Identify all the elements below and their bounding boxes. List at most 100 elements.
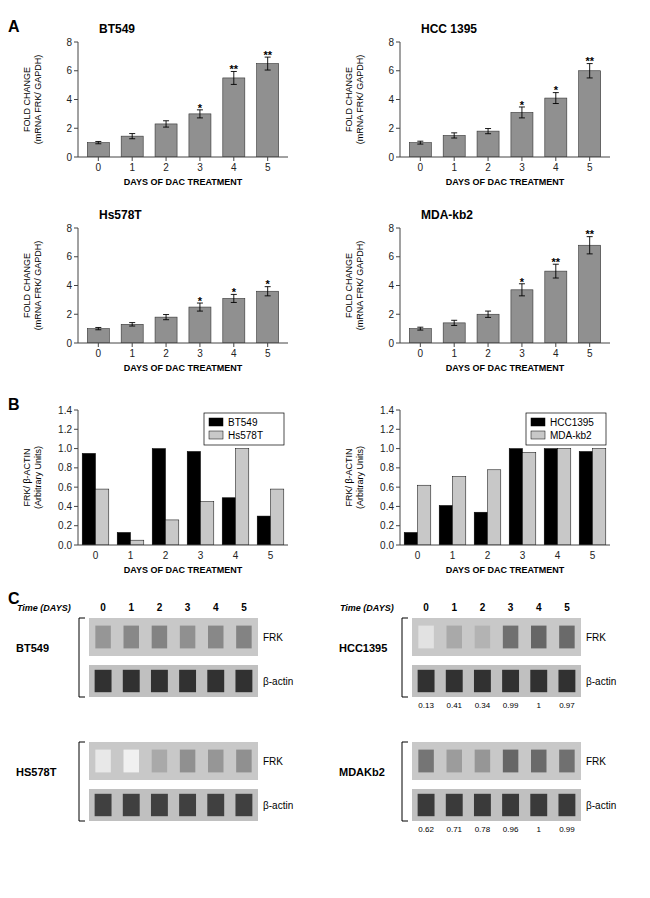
bracket	[402, 618, 408, 697]
band	[236, 750, 251, 773]
legend-swatch	[531, 418, 545, 426]
band	[447, 750, 462, 773]
bracket	[79, 618, 85, 697]
band	[123, 670, 140, 692]
bar	[477, 314, 499, 343]
x-tick-label: 2	[485, 550, 491, 561]
y-axis-label: FOLD CHANGE(mRNA FRK/ GAPDH)	[22, 241, 43, 331]
y-axis-label: FOLD CHANGE(mRNA FRK/ GAPDH)	[344, 241, 365, 331]
y-tick	[74, 429, 78, 430]
y-tick-label: 8	[66, 223, 72, 234]
bar	[96, 489, 109, 545]
day-label: 0	[100, 602, 106, 613]
y-tick	[74, 487, 78, 488]
legend-swatch	[209, 431, 223, 439]
band	[236, 626, 251, 649]
x-tick-label: 5	[268, 550, 274, 561]
bar	[87, 329, 109, 343]
bar	[558, 449, 571, 545]
band	[179, 794, 196, 816]
y-tick	[396, 228, 400, 229]
band	[95, 670, 112, 692]
bar	[579, 451, 592, 545]
cell-line-name: MDAKb2	[339, 766, 385, 778]
band	[180, 750, 195, 773]
y-tick	[396, 314, 400, 315]
y-axis-label-line: (Arbitrary Units)	[355, 446, 365, 509]
plot-area	[87, 57, 278, 157]
y-tick	[74, 285, 78, 286]
y-tick-label: 1.2	[380, 424, 394, 435]
x-tick	[521, 343, 522, 347]
y-tick-label: 2	[388, 309, 394, 320]
error-cap	[95, 327, 101, 328]
band	[558, 794, 575, 816]
x-tick-label: 4	[555, 550, 561, 561]
x-tick-label: 3	[520, 550, 526, 561]
day-label: 4	[213, 602, 219, 613]
legend: HCC1395MDA-kb2	[526, 413, 606, 445]
band	[474, 794, 491, 816]
blot-background	[89, 789, 258, 821]
time-label: Time (DAYS)	[340, 603, 394, 613]
band	[235, 670, 252, 692]
blot-label: β-actin	[263, 800, 293, 811]
y-tick-label: 0	[388, 338, 394, 349]
y-tick-label: 0.4	[58, 501, 72, 512]
band	[503, 626, 518, 649]
error-cap	[519, 117, 525, 118]
error-bar	[485, 129, 491, 134]
bar	[166, 520, 179, 545]
y-axis-label: FOLD CHANGE(mRNA FRK/ GAPDH)	[344, 55, 365, 145]
x-tick-label: 0	[418, 348, 424, 359]
bar	[439, 505, 452, 545]
bar	[418, 485, 431, 545]
band	[124, 750, 139, 773]
significance: **	[552, 256, 561, 268]
error-cap	[417, 144, 423, 145]
y-tick-label: 1.4	[58, 405, 72, 416]
x-tick	[488, 157, 489, 161]
x-tick	[199, 343, 200, 347]
significance: *	[198, 295, 203, 307]
y-axis-label: FOLD CHANGE(mRNA FRK/ GAPDH)	[22, 55, 43, 145]
error-cap	[553, 278, 559, 279]
bar	[121, 324, 143, 343]
bar	[544, 449, 557, 545]
y-tick-label: 0	[388, 152, 394, 163]
bar	[155, 317, 177, 343]
error-stem	[488, 311, 489, 317]
bar	[236, 449, 249, 545]
western-blot: FRKβ-actinMDAKb20.620.710.780.9610.99	[339, 742, 616, 834]
x-tick-label: 3	[197, 348, 203, 359]
y-axis-label-line: (Arbitrary Units)	[33, 446, 43, 509]
y-axis-label-line: FOLD CHANGE	[22, 253, 32, 318]
western-blot: FRKβ-actinHS578T	[16, 742, 293, 821]
error-cap	[129, 322, 135, 323]
y-tick-label: 1.4	[380, 405, 394, 416]
band	[95, 626, 110, 649]
x-tick	[267, 157, 268, 161]
error-bar	[163, 121, 169, 127]
y-tick	[396, 285, 400, 286]
y-tick-label: 8	[388, 223, 394, 234]
day-label: 2	[480, 602, 486, 613]
quantification: 0.97	[559, 701, 575, 710]
y-tick	[74, 506, 78, 507]
y-tick	[396, 42, 400, 43]
bar	[222, 498, 235, 545]
day-label: 5	[241, 602, 247, 613]
error-cap	[163, 319, 169, 320]
x-tick	[488, 343, 489, 347]
chart-title: HCC 1395	[421, 22, 477, 36]
x-tick-label: 0	[418, 162, 424, 173]
error-bar	[129, 134, 135, 139]
error-cap	[417, 327, 423, 328]
panel-label: C	[8, 590, 20, 607]
x-tick	[589, 157, 590, 161]
x-tick	[233, 343, 234, 347]
x-tick	[521, 157, 522, 161]
y-tick	[396, 128, 400, 129]
y-tick	[74, 525, 78, 526]
y-tick-label: 0.6	[380, 482, 394, 493]
